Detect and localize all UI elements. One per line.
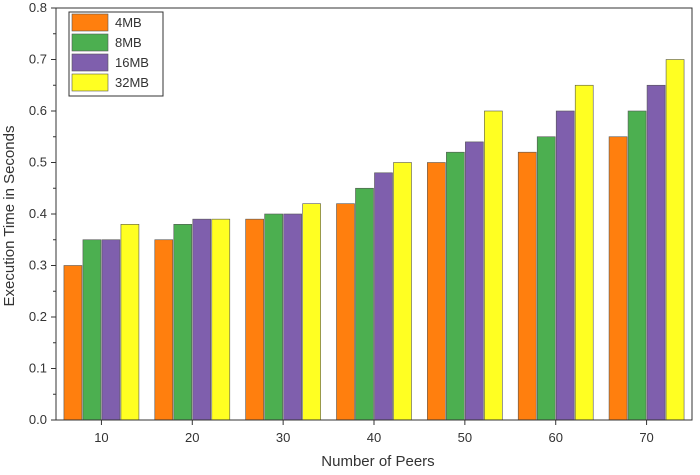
- bar-4MB-10: [63, 265, 83, 421]
- x-tick-label-40: 40: [367, 430, 381, 445]
- bar-16MB-30: [283, 213, 302, 421]
- bar-8MB-70: [627, 110, 647, 421]
- y-tick-label-0.3: 0.3: [29, 258, 47, 273]
- legend-label-4MB: 4MB: [115, 15, 142, 30]
- bar-32MB-20: [211, 218, 231, 421]
- y-tick-label-0.0: 0.0: [29, 412, 47, 427]
- bar-32MB-50: [484, 110, 503, 421]
- legend-swatch-16MB: [71, 53, 109, 72]
- y-tick-label-0.6: 0.6: [29, 103, 47, 118]
- ticks-layer: 0.0 0.1 0.2 0.3 0.4 0.5 0.6 0.7 0.8 10 20 30 40 50 60 7…: [29, 0, 654, 445]
- bar-8MB-40: [355, 187, 374, 421]
- bar-4MB-60: [517, 151, 537, 421]
- bar-8MB-10: [82, 239, 102, 421]
- bar-16MB-70: [646, 84, 666, 421]
- x-axis-title: Number of Peers: [321, 453, 434, 470]
- legend-label-16MB: 16MB: [115, 55, 149, 70]
- bar-32MB-60: [574, 84, 594, 421]
- y-tick-label-0.1: 0.1: [29, 361, 47, 376]
- legend-swatch-8MB: [71, 33, 109, 52]
- legend-swatch-4MB: [71, 13, 109, 32]
- bar-8MB-30: [264, 213, 283, 421]
- x-tick-label-60: 60: [548, 430, 562, 445]
- x-tick-label-30: 30: [276, 430, 290, 445]
- legend-label-8MB: 8MB: [115, 35, 142, 50]
- y-tick-label-0.8: 0.8: [29, 0, 47, 15]
- bar-4MB-30: [245, 218, 264, 421]
- y-tick-label-0.7: 0.7: [29, 52, 47, 67]
- legend-swatch-32MB: [71, 73, 109, 92]
- y-tick-label-0.2: 0.2: [29, 309, 47, 324]
- bar-16MB-20: [192, 218, 212, 421]
- x-tick-label-10: 10: [94, 430, 108, 445]
- bar-16MB-60: [555, 110, 575, 421]
- bar-16MB-10: [101, 239, 121, 421]
- x-tick-label-50: 50: [458, 430, 472, 445]
- x-tick-label-20: 20: [185, 430, 199, 445]
- legend-label-32MB: 32MB: [115, 75, 149, 90]
- bar-16MB-40: [374, 172, 393, 421]
- bar-32MB-10: [120, 224, 140, 421]
- bar-4MB-20: [154, 239, 174, 421]
- bar-8MB-60: [536, 136, 556, 421]
- y-axis-title: Execution Time in Seconds: [1, 126, 18, 307]
- bar-32MB-30: [302, 203, 321, 421]
- bar-4MB-40: [336, 203, 355, 421]
- bar-8MB-50: [446, 151, 465, 421]
- bar-32MB-70: [665, 59, 685, 421]
- legend: 4MB 8MB 16MB 32MB: [68, 11, 164, 97]
- bar-16MB-50: [465, 141, 484, 421]
- bar-4MB-50: [427, 162, 446, 421]
- y-tick-label-0.5: 0.5: [29, 155, 47, 170]
- bars-layer: [63, 59, 685, 421]
- y-tick-label-0.4: 0.4: [29, 206, 47, 221]
- bar-4MB-70: [608, 136, 628, 421]
- bar-8MB-20: [173, 224, 193, 421]
- x-tick-label-70: 70: [639, 430, 653, 445]
- bar-32MB-40: [393, 162, 412, 421]
